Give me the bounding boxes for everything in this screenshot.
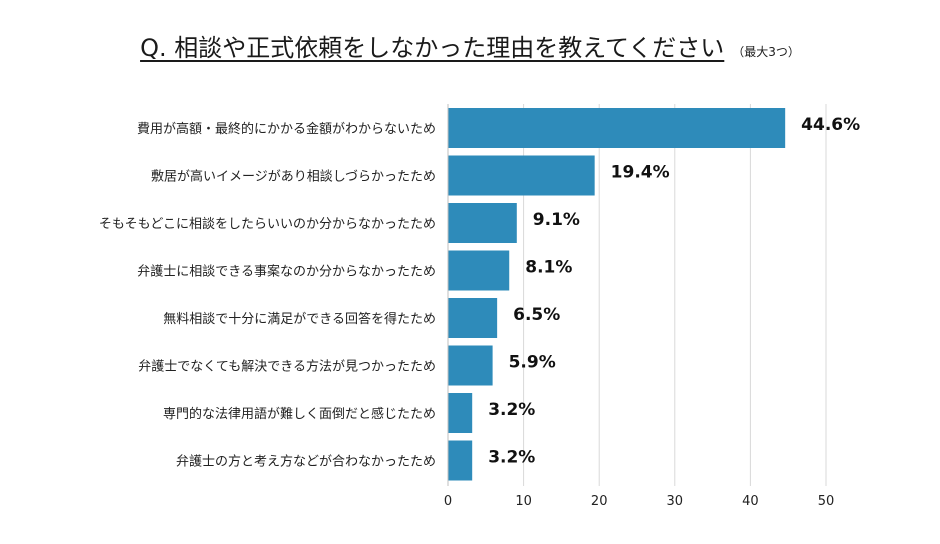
value-label: 9.1% bbox=[533, 210, 580, 230]
chart-subtitle: （最大3つ） bbox=[732, 45, 800, 59]
bar bbox=[448, 155, 595, 196]
category-label: 弁護士に相談できる事案なのか分からなかったため bbox=[137, 264, 436, 280]
category-label: 専門的な法律用語が難しく面倒だと感じたため bbox=[163, 406, 436, 422]
value-label: 19.4% bbox=[611, 163, 670, 183]
bar bbox=[448, 108, 786, 148]
value-label: 5.9% bbox=[509, 353, 556, 373]
x-tick-label: 30 bbox=[667, 494, 684, 509]
bar bbox=[448, 345, 493, 386]
x-tick-label: 10 bbox=[515, 494, 532, 509]
category-label: 費用が高額・最終的にかかる金額がわからないため bbox=[137, 121, 436, 137]
chart-title: Q. 相談や正式依頼をしなかった理由を教えてください bbox=[140, 34, 725, 62]
x-tick-label: 40 bbox=[742, 494, 759, 509]
category-label: そもそもどこに相談をしたらいいのか分からなかったため bbox=[99, 216, 436, 232]
bar bbox=[448, 250, 510, 291]
value-label: 6.5% bbox=[513, 305, 560, 325]
bar bbox=[448, 203, 517, 243]
value-label: 3.2% bbox=[488, 448, 535, 468]
category-label: 弁護士の方と考え方などが合わなかったため bbox=[176, 454, 436, 470]
value-label: 3.2% bbox=[488, 400, 535, 420]
x-tick-label: 50 bbox=[818, 494, 835, 509]
bar bbox=[448, 393, 473, 433]
category-label: 敷居が高いイメージがあり相談しづらかったため bbox=[151, 169, 436, 185]
x-tick-label: 20 bbox=[591, 494, 608, 509]
category-label: 無料相談で十分に満足ができる回答を得たため bbox=[163, 311, 436, 327]
bar bbox=[448, 440, 473, 481]
x-tick-label: 0 bbox=[444, 494, 452, 509]
category-label: 弁護士でなくても解決できる方法が見つかったため bbox=[138, 359, 436, 375]
value-label: 44.6% bbox=[801, 115, 860, 135]
bar bbox=[448, 298, 498, 338]
title-block: Q. 相談や正式依頼をしなかった理由を教えてください （最大3つ） bbox=[0, 28, 940, 63]
value-label: 8.1% bbox=[525, 258, 572, 278]
